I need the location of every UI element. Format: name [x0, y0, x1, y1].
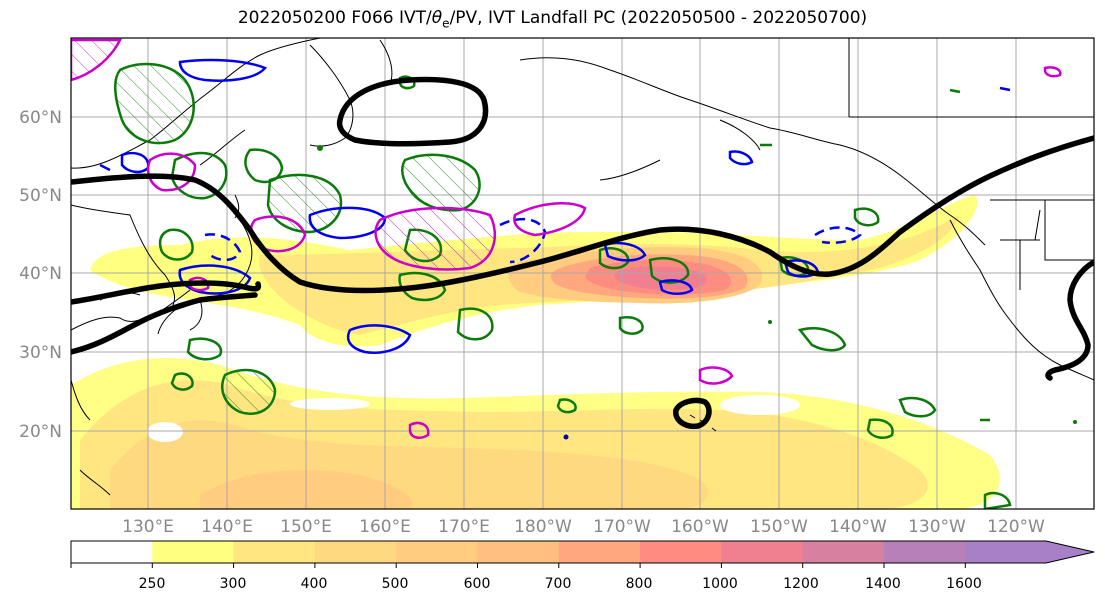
title-theta: θe — [431, 8, 450, 31]
lat-label: 50°N — [19, 186, 62, 206]
lon-label: 130°W — [908, 517, 966, 537]
latitude-labels: 20°N 30°N 40°N 50°N 60°N — [19, 108, 62, 442]
colorbar-tick-label: 700 — [545, 576, 572, 592]
colorbar-tick-label: 600 — [464, 576, 491, 592]
colorbar-segment — [233, 541, 316, 563]
magenta-hatch-2 — [374, 206, 497, 271]
ivt-shade-hole-3 — [290, 398, 370, 410]
colorbar-tick-label: 1400 — [865, 576, 901, 592]
lat-label: 30°N — [19, 343, 62, 363]
lon-label: 160°E — [359, 517, 411, 537]
graticule — [71, 38, 1094, 509]
colorbar-segment — [396, 541, 479, 563]
colorbar-tick-label: 1600 — [946, 576, 982, 592]
lon-label: 180°W — [514, 517, 572, 537]
colorbar-segment — [721, 541, 804, 563]
colorbar-tick-label: 800 — [626, 576, 653, 592]
colorbar-ticks — [70, 563, 966, 568]
misc-points — [317, 145, 1077, 440]
ivt-shade-hole-1 — [147, 422, 183, 442]
colorbar-segments — [71, 541, 1094, 563]
map-panel — [71, 38, 1094, 509]
pc-bering-loop — [336, 76, 489, 147]
map-frame — [70, 37, 1095, 510]
pc-na-coast — [1045, 259, 1094, 381]
lon-label: 150°W — [750, 517, 808, 537]
pc-third — [71, 292, 258, 355]
pc-main — [71, 135, 1094, 294]
title-suffix: /PV, IVT Landfall PC (2022050500 - 20220… — [449, 8, 868, 28]
colorbar-segment — [558, 541, 641, 563]
green-hatch-2 — [266, 173, 343, 234]
green-hatch-4 — [221, 368, 277, 415]
green-hatch-1 — [114, 62, 195, 145]
colorbar-segment — [802, 541, 885, 563]
colorbar-extend-arrow — [965, 541, 1094, 563]
lon-label: 140°W — [829, 517, 887, 537]
colorbar-segment — [477, 541, 560, 563]
colorbar-tick-label: 250 — [139, 576, 166, 592]
ivt-shade-ar-1000 — [614, 266, 707, 290]
lon-label: 170°W — [593, 517, 651, 537]
colorbar-segment — [71, 541, 153, 563]
title-prefix: 2022050200 F066 IVT/ — [237, 8, 432, 28]
colorbar-tick-label: 400 — [301, 576, 328, 592]
landfall-pc-contours — [71, 76, 1094, 430]
lon-label: 130°E — [122, 517, 174, 537]
colorbar: 250 300 400 500 600 700 800 1000 1200 14… — [70, 540, 1095, 592]
colorbar-tick-label: 500 — [382, 576, 409, 592]
lon-label: 120°W — [987, 517, 1045, 537]
colorbar-tick-label: 1200 — [783, 576, 819, 592]
colorbar-frame — [70, 540, 1095, 564]
longitude-labels: 130°E 140°E 150°E 160°E 170°E 180°W 170°… — [122, 517, 1045, 537]
pv-contours-blue — [99, 58, 1011, 354]
colorbar-tick-label: 1000 — [702, 576, 738, 592]
lon-label: 170°E — [438, 517, 490, 537]
magenta-hatch-1 — [71, 38, 123, 82]
lon-label: 150°E — [280, 517, 332, 537]
colorbar-segment — [314, 541, 397, 563]
pv-contours-magenta — [71, 38, 1062, 439]
lat-label: 20°N — [19, 422, 62, 442]
colorbar-segment — [884, 541, 966, 563]
lon-label: 160°W — [671, 517, 729, 537]
colorbar-tick-label: 300 — [220, 576, 247, 592]
pc-hawaii-loop — [673, 397, 712, 430]
ivt-shading — [71, 195, 1000, 509]
colorbar-segment — [640, 541, 722, 563]
theta-e-contours — [114, 62, 1012, 509]
ivt-shade-hole-2 — [720, 395, 800, 415]
lon-label: 140°E — [201, 517, 253, 537]
map-title: 2022050200 F066 IVT/θe/PV, IVT Landfall … — [0, 8, 1105, 30]
lat-label: 60°N — [19, 108, 62, 128]
borders — [848, 38, 1094, 290]
colorbar-tick-labels: 250 300 400 500 600 700 800 1000 1200 14… — [139, 576, 982, 592]
coast-na-west — [949, 219, 1094, 381]
pc-secondary — [71, 280, 262, 305]
colorbar-segment — [152, 541, 235, 563]
lat-label: 40°N — [19, 264, 62, 284]
